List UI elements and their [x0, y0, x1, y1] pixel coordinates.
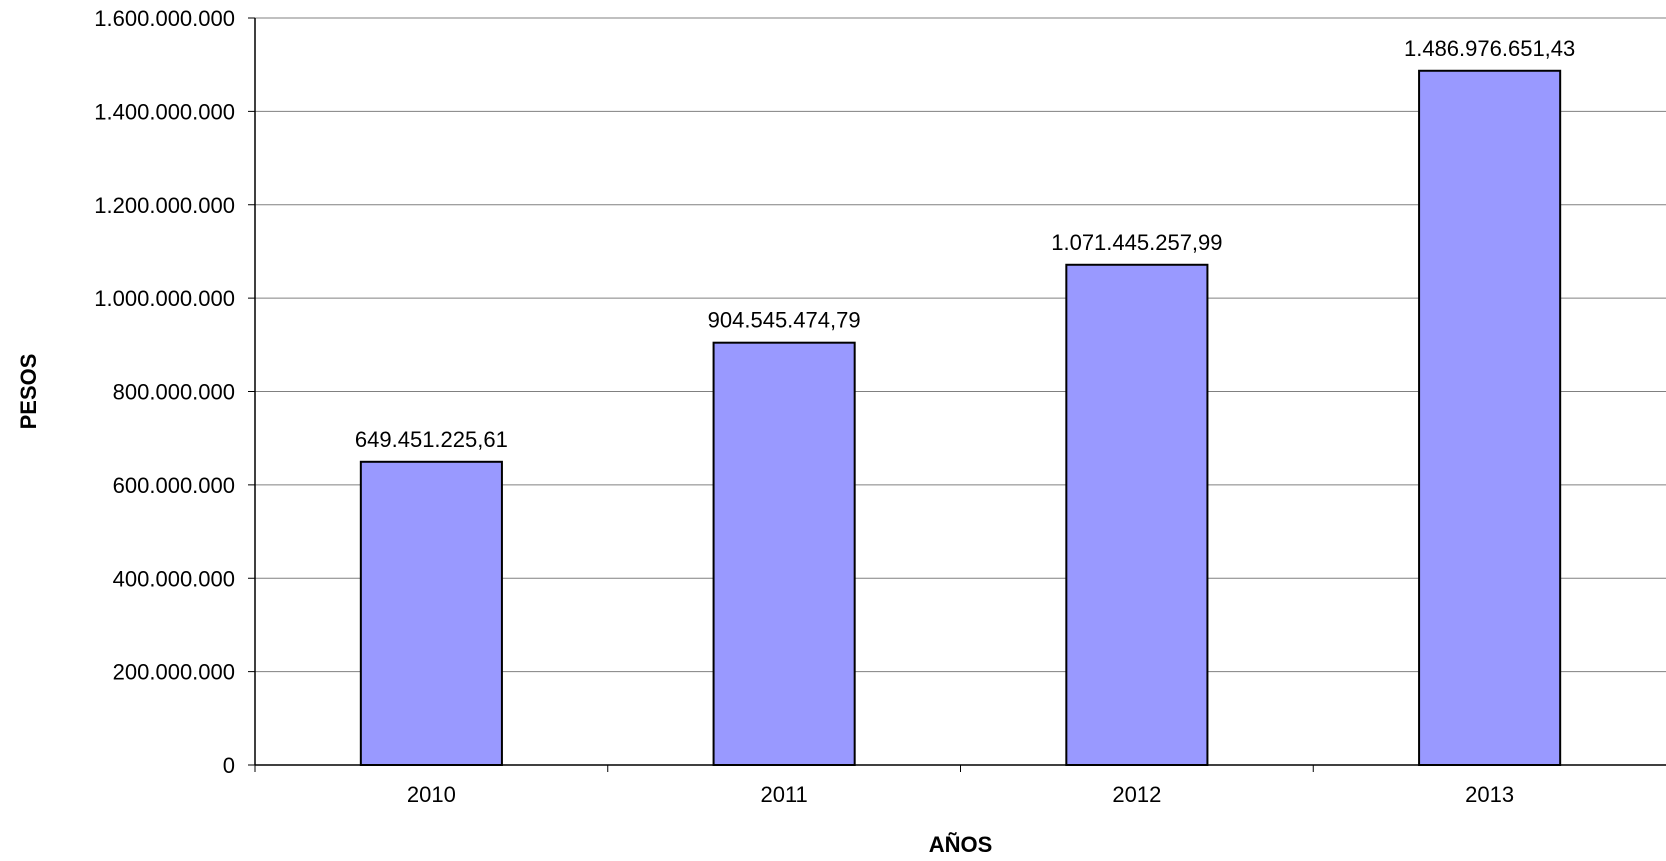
x-axis-title: AÑOS [929, 832, 993, 857]
bar-2012 [1065, 263, 1209, 766]
bars [359, 69, 1562, 767]
y-tick-labels: 0 200.000.000 400.000.000 600.000.000 800.00… [94, 6, 235, 778]
axes [248, 17, 1666, 772]
x-tick-label: 2010 [407, 782, 456, 807]
y-axis-title: PESOS [16, 354, 41, 430]
y-tick-label: 400.000.000 [113, 566, 235, 591]
x-tick-labels: 2010 2011 2012 2013 [407, 782, 1514, 807]
data-label-2013: 1.486.976.651,43 [1404, 36, 1575, 61]
y-tick-label: 1.400.000.000 [94, 99, 235, 124]
bar-2010 [359, 460, 503, 766]
x-tick-label: 2012 [1112, 782, 1161, 807]
y-tick-label: 600.000.000 [113, 473, 235, 498]
bar-2011 [712, 341, 856, 766]
y-tick-label: 200.000.000 [113, 660, 235, 685]
y-tick-label: 800.000.000 [113, 380, 235, 405]
data-labels: 649.451.225,61 904.545.474,79 1.071.445.25… [355, 36, 1575, 452]
data-label-2012: 1.071.445.257,99 [1051, 230, 1222, 255]
data-label-2011: 904.545.474,79 [708, 308, 861, 333]
bar-2013 [1418, 69, 1562, 767]
x-tick-label: 2011 [760, 782, 807, 807]
y-tick-label: 1.000.000.000 [94, 286, 235, 311]
y-tick-label: 0 [223, 753, 235, 778]
y-tick-label: 1.600.000.000 [94, 6, 235, 31]
x-tick-label: 2013 [1465, 782, 1514, 807]
y-tick-label: 1.200.000.000 [94, 193, 235, 218]
data-label-2010: 649.451.225,61 [355, 427, 508, 452]
